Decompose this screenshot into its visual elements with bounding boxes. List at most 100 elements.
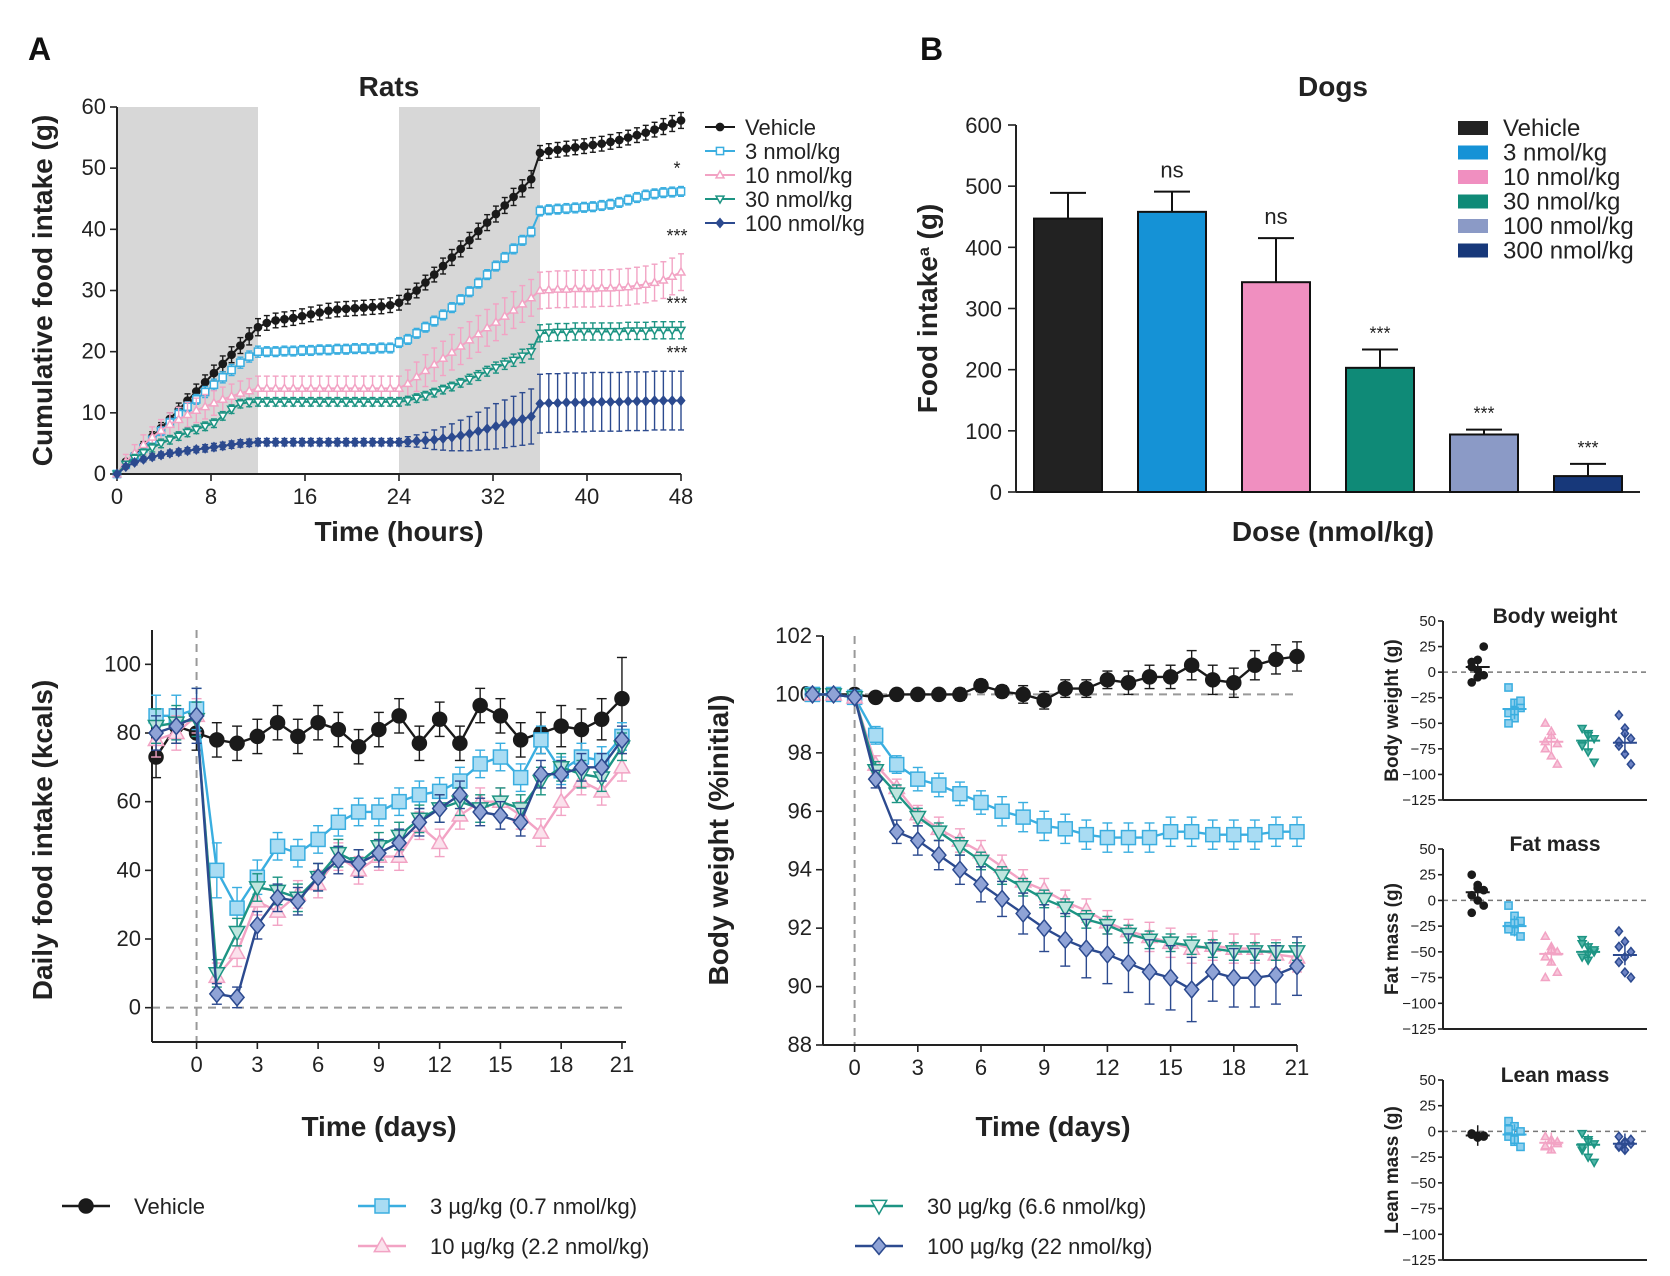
data-point <box>614 281 625 292</box>
data-point <box>614 327 625 338</box>
data-point <box>631 327 643 337</box>
data-point <box>279 436 290 448</box>
data-point <box>218 440 228 452</box>
data-point <box>208 984 225 1004</box>
data-point <box>570 327 581 338</box>
legend-label: Vehicle <box>745 115 816 140</box>
data-point <box>429 389 440 399</box>
data-point <box>367 382 378 392</box>
legend-label: 100 nmol/kg <box>1503 213 1634 240</box>
data-point <box>532 764 549 784</box>
legend-marker <box>374 1198 390 1214</box>
data-point <box>403 292 413 301</box>
data-point <box>1057 680 1074 697</box>
data-point <box>168 716 185 736</box>
data-point <box>579 396 589 408</box>
series-line <box>812 693 1297 953</box>
data-point <box>271 436 281 448</box>
data-point <box>332 398 343 408</box>
data-point <box>359 344 369 353</box>
lean_change-chart: 50 25 0 −25 −50 −75 −100 −125 Lean mass Lean mass… <box>1382 1064 1647 1269</box>
legend-label: 3 nmol/kg <box>1503 140 1607 167</box>
y-tick-label: 500 <box>965 174 1002 199</box>
data-point <box>614 198 624 207</box>
legend-label: 100 µg/kg (22 nmol/kg) <box>927 1234 1152 1259</box>
data-point <box>412 286 421 295</box>
data-point <box>411 787 428 803</box>
y-tick-label: −100 <box>1402 995 1436 1012</box>
data-point <box>269 714 286 731</box>
data-point <box>340 382 352 392</box>
legend-label: 10 nmol/kg <box>1503 164 1620 191</box>
data-point <box>235 437 245 449</box>
data-point <box>1289 648 1305 665</box>
x-tick-label: 12 <box>1095 1055 1119 1080</box>
significance-label: *** <box>1577 438 1598 458</box>
data-point <box>641 128 651 138</box>
y-tick-label: 20 <box>82 339 106 364</box>
data-point <box>1056 901 1075 918</box>
data-point <box>209 732 225 748</box>
data-point <box>508 415 519 427</box>
data-point <box>640 278 651 289</box>
data-point <box>930 845 947 865</box>
data-point <box>508 304 519 314</box>
data-point <box>465 287 474 297</box>
data-point <box>420 392 431 402</box>
data-point <box>1614 709 1624 721</box>
data-point <box>570 396 580 408</box>
data-point <box>1183 823 1200 840</box>
data-point <box>455 379 466 389</box>
chart-title: Fat mass <box>1509 833 1600 856</box>
data-point <box>391 708 407 724</box>
data-point <box>288 382 299 392</box>
data-point <box>888 686 905 703</box>
data-point <box>553 764 570 784</box>
x-tick-label: 21 <box>610 1052 634 1077</box>
y-tick-label: 90 <box>788 974 812 999</box>
data-point <box>650 189 659 199</box>
significance-label: *** <box>666 294 687 314</box>
y-tick-label: −50 <box>1411 1175 1436 1192</box>
data-point <box>350 738 367 755</box>
data-point <box>1576 742 1588 752</box>
data-point <box>315 345 325 355</box>
data-point <box>526 174 536 184</box>
data-point <box>597 396 607 408</box>
data-point <box>1162 968 1179 988</box>
data-point <box>596 327 607 338</box>
data-point <box>1204 672 1221 688</box>
data-point <box>649 326 660 336</box>
data-point <box>531 822 550 839</box>
x-tick-label: 48 <box>669 484 693 509</box>
data-point <box>1183 979 1200 1000</box>
y-tick-label: −50 <box>1411 715 1436 732</box>
data-point <box>1588 758 1600 768</box>
y-tick-label: 0 <box>990 480 1002 505</box>
data-point <box>1099 829 1116 846</box>
legend-marker <box>871 1236 887 1256</box>
x-tick-label: 3 <box>912 1055 924 1080</box>
data-point <box>1479 901 1489 910</box>
data-point <box>209 441 219 453</box>
series-vehicle <box>148 656 630 779</box>
data-point <box>910 686 926 703</box>
data-point <box>218 373 228 382</box>
legend-marker <box>373 1236 391 1253</box>
data-point <box>1576 939 1588 950</box>
data-point <box>130 456 140 468</box>
data-point <box>391 793 407 810</box>
data-point <box>297 436 307 448</box>
data-point <box>261 398 273 408</box>
data-point <box>1467 870 1477 880</box>
data-point <box>229 735 245 752</box>
y-axis-label-superscript: a <box>916 247 933 256</box>
y-tick-label: 40 <box>117 857 141 882</box>
data-point <box>1588 1158 1600 1168</box>
data-point <box>553 145 562 155</box>
data-point <box>1540 930 1551 941</box>
data-point <box>437 385 449 396</box>
